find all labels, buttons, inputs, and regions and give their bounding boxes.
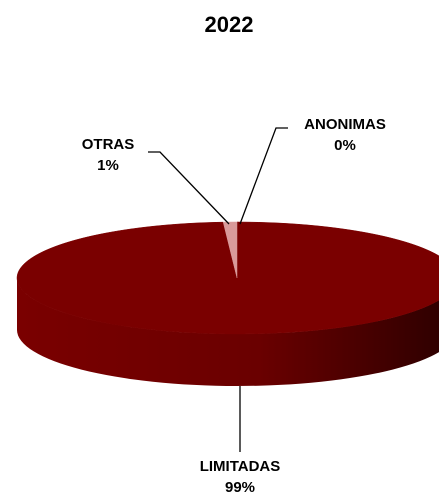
slice-label: LIMITADAS — [200, 458, 281, 475]
leader-line — [148, 151, 230, 225]
pie-slice — [222, 221, 238, 279]
chart-title: 2022 — [205, 12, 254, 37]
slice-label: OTRAS — [82, 136, 135, 153]
slice-value: 99% — [225, 479, 255, 496]
leader-line — [239, 127, 288, 225]
pie-slice — [16, 221, 439, 335]
slice-value: 0% — [334, 137, 356, 154]
slice-label: ANONIMAS — [304, 116, 386, 133]
pie-side — [17, 278, 439, 386]
slice-value: 1% — [97, 157, 119, 174]
